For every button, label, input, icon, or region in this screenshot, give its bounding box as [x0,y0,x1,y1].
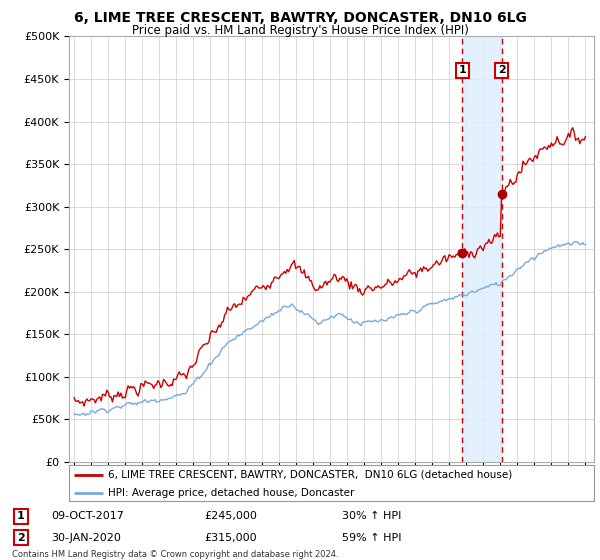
Text: 1: 1 [17,511,25,521]
Text: 30% ↑ HPI: 30% ↑ HPI [342,511,401,521]
Text: HPI: Average price, detached house, Doncaster: HPI: Average price, detached house, Donc… [109,488,355,498]
Text: 6, LIME TREE CRESCENT, BAWTRY, DONCASTER,  DN10 6LG (detached house): 6, LIME TREE CRESCENT, BAWTRY, DONCASTER… [109,470,512,480]
Text: Contains HM Land Registry data © Crown copyright and database right 2024.
This d: Contains HM Land Registry data © Crown c… [12,550,338,560]
Text: Price paid vs. HM Land Registry's House Price Index (HPI): Price paid vs. HM Land Registry's House … [131,24,469,36]
Text: 2: 2 [17,533,25,543]
Text: 59% ↑ HPI: 59% ↑ HPI [342,533,401,543]
Text: 30-JAN-2020: 30-JAN-2020 [51,533,121,543]
Text: £315,000: £315,000 [204,533,257,543]
Text: £245,000: £245,000 [204,511,257,521]
Text: 09-OCT-2017: 09-OCT-2017 [51,511,124,521]
Text: 6, LIME TREE CRESCENT, BAWTRY, DONCASTER, DN10 6LG: 6, LIME TREE CRESCENT, BAWTRY, DONCASTER… [74,11,526,25]
Text: 1: 1 [458,66,466,76]
Bar [462,36,502,462]
Text: 2: 2 [498,66,505,76]
